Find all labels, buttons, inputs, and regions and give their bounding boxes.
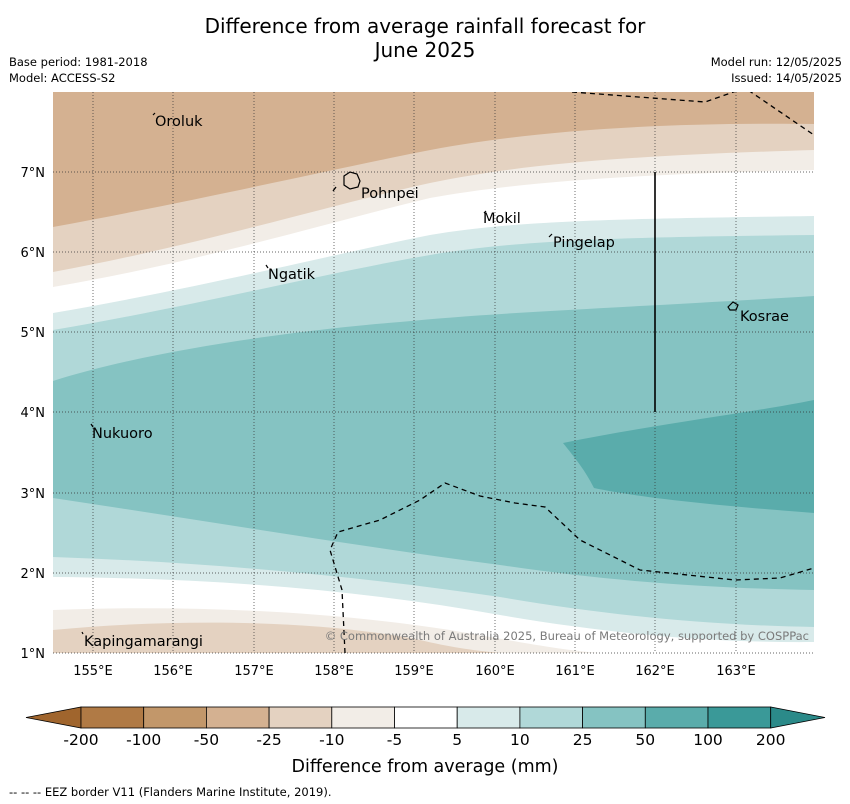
colorbar-tick-label: -10 [319,731,344,749]
colorbar-segment [268,706,333,729]
pohnpei-island-outline [343,171,361,190]
lat-tick: 1°N [21,647,46,662]
lat-tick: 7°N [21,166,46,181]
lon-tick: 155°E [73,664,113,679]
colorbar: -200 -100 -50 -25 -10 -5 5 10 25 50 100 200 [25,706,826,749]
colorbar-tick-label: 100 [693,731,723,749]
place-labels: Oroluk Pohnpei Mokil Pingelap Ngatik Kos… [84,114,789,650]
colorbar-segment [707,706,772,729]
contour-fills [53,92,814,653]
colorbar-extend-high [770,706,826,729]
nukuoro-atoll-mark [90,423,94,428]
colorbar-segment [143,706,207,729]
label-pohnpei: Pohnpei [361,186,419,202]
lon-tick: 157°E [234,664,274,679]
label-kosrae: Kosrae [740,309,789,325]
model-run: Model run: 12/05/2025 [710,55,842,69]
kosrae-island-outline [727,301,739,311]
model-name: Model: ACCESS-S2 [9,71,116,85]
lon-tick: 156°E [153,664,193,679]
graticule [53,92,814,654]
label-oroluk: Oroluk [155,114,203,130]
colorbar-segment [456,706,521,729]
colorbar-segment [644,706,709,729]
colorbar-segment [80,706,145,729]
colorbar-title: Difference from average (mm) [291,757,558,777]
colorbar-tick-label: -5 [387,731,402,749]
lon-tick: 161°E [555,664,595,679]
colorbar-extend-low [25,706,82,729]
lon-tick: 159°E [394,664,434,679]
colorbar-segment [394,706,458,729]
latitude-tick-labels: 7°N 6°N 5°N 4°N 3°N 2°N 1°N [21,166,46,662]
lat-tick: 2°N [21,567,46,582]
band-south-minus10 [53,622,500,653]
mokil-atoll-mark [483,210,487,214]
colorbar-segment [205,706,270,729]
lat-tick: 4°N [21,406,46,421]
kapingamarangi-atoll-mark [81,631,84,635]
label-kapingamarangi: Kapingamarangi [84,634,203,650]
lat-tick: 6°N [21,246,46,261]
issued-date: Issued: 14/05/2025 [731,71,842,85]
lat-tick: 5°N [21,326,46,341]
colorbar-segment [582,706,646,729]
islands [81,112,739,635]
colorbar-tick-label: 25 [573,731,593,749]
label-ngatik: Ngatik [268,267,316,283]
colorbar-tick-label: -100 [126,731,161,749]
colorbar-tick-label: 200 [756,731,786,749]
longitude-tick-labels: 155°E 156°E 157°E 158°E 159°E 160°E 161°… [73,664,756,679]
lon-tick: 158°E [314,664,354,679]
label-nukuoro: Nukuoro [92,426,153,442]
colorbar-segment [331,706,395,729]
title-line-2: June 2025 [374,38,476,62]
ngatik-atoll-mark [265,264,269,269]
colorbar-tick-label: -50 [194,731,219,749]
oroluk-atoll-mark [152,112,156,116]
colorbar-tick-label: -200 [63,731,98,749]
meta-right: Model run: 12/05/2025 Issued: 14/05/2025 [711,54,842,86]
meta-left: Base period: 1981-2018 Model: ACCESS-S2 [9,54,148,86]
copyright-notice: © Commonwealth of Australia 2025, Bureau… [325,629,809,643]
lon-tick: 160°E [475,664,515,679]
colorbar-tick-label: 5 [452,731,462,749]
colorbar-segment [519,706,584,729]
pingelap-atoll-mark [548,233,553,238]
chart-title: Difference from average rainfall forecas… [0,14,850,62]
base-period: Base period: 1981-2018 [9,55,148,69]
lon-tick: 162°E [635,664,675,679]
lon-tick: 163°E [716,664,756,679]
colorbar-tick-label: -25 [256,731,281,749]
label-mokil: Mokil [483,211,521,227]
title-line-1: Difference from average rainfall forecas… [204,14,646,38]
colorbar-tick-label: 50 [635,731,655,749]
eez-borders [329,92,814,653]
lat-tick: 3°N [21,487,46,502]
band-50-100 [563,400,814,513]
label-pingelap: Pingelap [553,235,615,251]
colorbar-tick-label: 10 [510,731,530,749]
eez-footnote: -- -- -- EEZ border V11 (Flanders Marine… [9,785,332,799]
